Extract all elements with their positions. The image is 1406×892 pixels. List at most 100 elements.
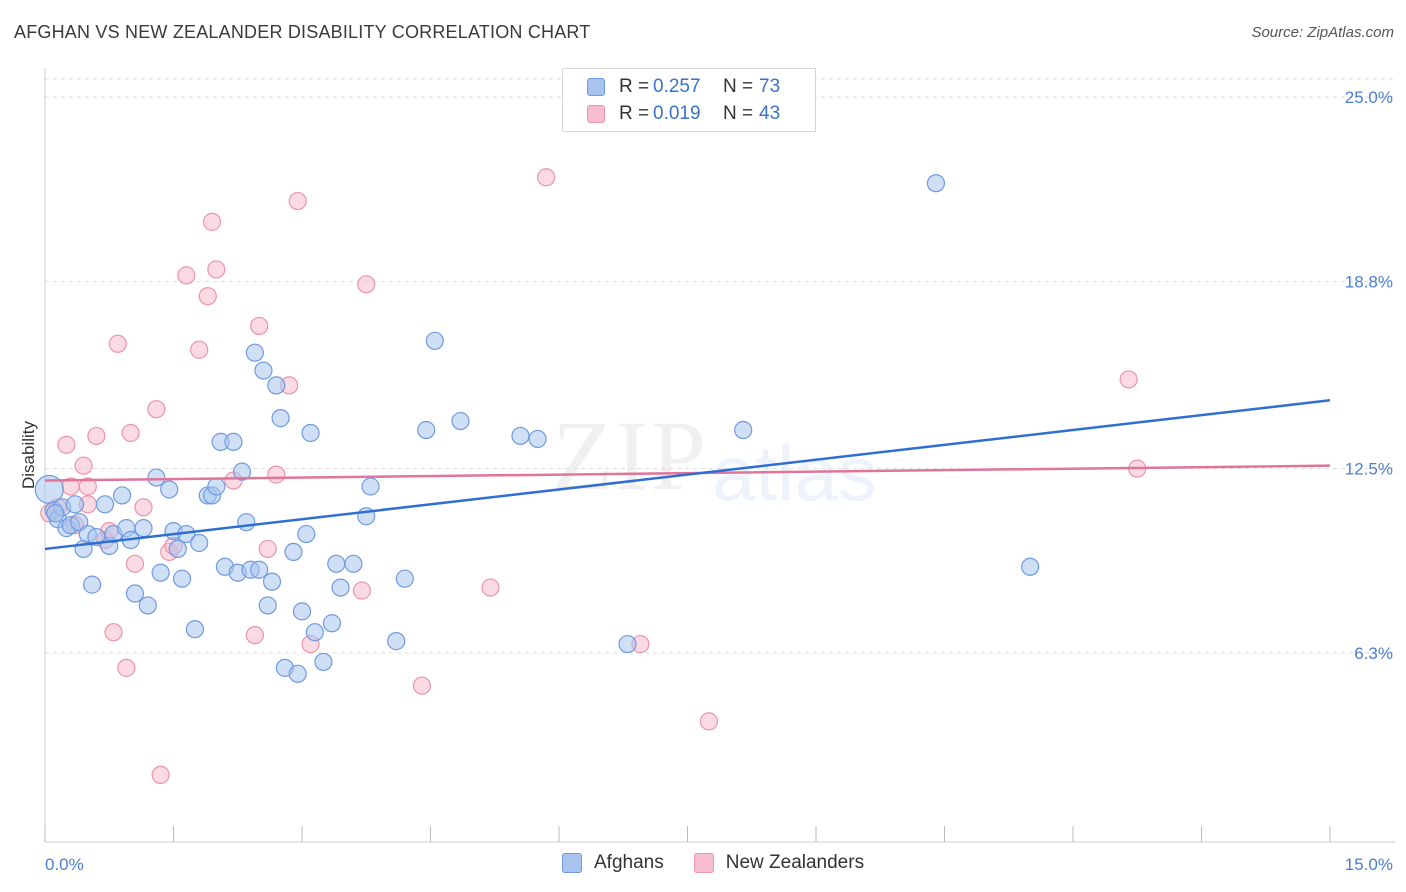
nz-point — [151, 765, 170, 785]
nz-point — [202, 212, 222, 231]
afghan-points — [34, 174, 1040, 683]
nz-point — [125, 554, 145, 573]
nz-point — [699, 712, 719, 731]
afghan-point — [618, 634, 637, 654]
afghan-point — [224, 432, 243, 451]
afghan-swatch-icon — [587, 78, 605, 96]
afghan-point — [83, 575, 102, 594]
afghan-point — [65, 495, 85, 514]
legend-label-afghans: Afghans — [594, 852, 664, 873]
afghan-point — [528, 429, 547, 449]
afghan-point — [267, 376, 286, 395]
nz-point — [412, 676, 432, 695]
r-label: R = — [619, 76, 650, 97]
afghan-point — [190, 533, 209, 553]
nz-point — [250, 316, 269, 336]
legend-item-afghans[interactable]: Afghans — [562, 852, 664, 874]
afghan-point — [232, 462, 252, 481]
afghan-point — [237, 513, 256, 532]
afghan-point — [387, 632, 406, 651]
y-tick-label: 12.5% — [1345, 460, 1393, 479]
nz-point — [147, 400, 166, 419]
afghan-point — [297, 524, 316, 544]
nz-point — [537, 168, 556, 187]
afghan-point — [125, 584, 145, 603]
legend-label-new-zealanders: New Zealanders — [725, 852, 865, 873]
afghan-point — [134, 519, 153, 538]
y-tick-label: 18.8% — [1345, 272, 1393, 291]
afghan-point — [327, 554, 346, 573]
afghan-point — [172, 569, 192, 588]
nz-point — [207, 260, 226, 279]
x-tick-label: 15.0% — [1345, 855, 1393, 874]
afghan-point — [344, 554, 363, 573]
afghan-point — [250, 560, 269, 579]
afghan-point — [284, 542, 303, 562]
nz-point — [288, 191, 307, 211]
n-label: N = — [723, 76, 754, 97]
nz-swatch-icon — [693, 853, 714, 873]
afghan-point — [511, 426, 530, 446]
afghan-point — [322, 614, 342, 633]
afghan-point — [425, 331, 444, 350]
afghan-point — [451, 411, 470, 431]
afghan-point — [160, 480, 179, 499]
nz-point — [1119, 370, 1138, 389]
nz-swatch-icon — [587, 105, 605, 123]
nz-point — [352, 581, 372, 600]
n-value: 73 — [759, 76, 781, 97]
afghan-point — [147, 468, 166, 487]
y-axis-title: Disability — [19, 420, 38, 489]
y-tick-label: 25.0% — [1345, 88, 1393, 107]
nz-trend-line — [44, 464, 1331, 482]
nz-point — [190, 340, 209, 359]
r-label: R = — [619, 103, 650, 124]
nz-point — [108, 334, 127, 353]
afghan-point — [46, 504, 65, 523]
afghan-point — [138, 596, 157, 615]
afghan-point — [185, 620, 205, 639]
afghan-point — [734, 420, 753, 440]
nz-point — [267, 465, 286, 484]
nz-point — [177, 266, 196, 285]
legend-item-new-zealanders[interactable]: New Zealanders — [693, 852, 865, 874]
chart-title: AFGHAN VS NEW ZEALANDER DISABILITY CORRE… — [14, 22, 591, 42]
afghan-point — [207, 477, 226, 496]
axes — [44, 68, 1395, 843]
r-value: 0.019 — [653, 103, 701, 124]
afghan-trend-line — [44, 399, 1331, 551]
correlation-legend: R = 0.257 N = 73 R = 0.019 N = 43 — [562, 68, 816, 132]
afghan-point — [258, 596, 277, 615]
nz-point — [57, 435, 76, 454]
afghan-point — [314, 652, 333, 672]
afghan-point — [168, 539, 187, 559]
trend-lines — [44, 399, 1331, 551]
x-tick-label: 0.0% — [45, 855, 84, 874]
nz-point — [78, 477, 97, 496]
nz-point — [117, 658, 136, 677]
afghan-point — [331, 578, 350, 597]
afghan-point — [395, 569, 414, 588]
nz-point — [87, 426, 106, 446]
nz-point — [481, 578, 500, 597]
afghan-swatch-icon — [562, 853, 582, 873]
n-label: N = — [723, 103, 754, 124]
afghan-point — [1021, 557, 1040, 576]
afghan-point — [271, 409, 290, 428]
nz-point — [74, 456, 93, 475]
afghan-point — [288, 664, 307, 683]
n-value: 43 — [759, 103, 781, 124]
afghan-point — [112, 486, 132, 505]
afghan-point — [417, 420, 436, 440]
r-value: 0.257 — [653, 76, 701, 97]
afghan-point — [301, 423, 320, 443]
afghan-point — [151, 563, 170, 582]
afghan-point — [254, 361, 273, 380]
afghan-point — [361, 477, 380, 496]
nz-point — [258, 539, 277, 559]
series-legend: Afghans New Zealanders — [562, 852, 894, 874]
y-tick-label: 6.3% — [1354, 644, 1393, 663]
afghan-point — [262, 572, 282, 591]
nz-point — [134, 498, 153, 517]
